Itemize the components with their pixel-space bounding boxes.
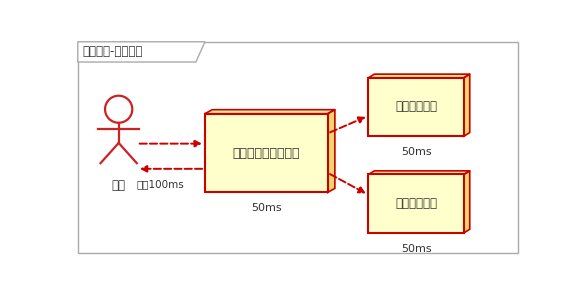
Polygon shape <box>464 171 470 233</box>
Bar <box>369 174 464 233</box>
Polygon shape <box>464 74 470 136</box>
Bar <box>205 114 328 192</box>
Polygon shape <box>369 74 470 78</box>
Polygon shape <box>369 171 470 174</box>
Text: 50ms: 50ms <box>401 147 431 157</box>
Polygon shape <box>328 110 335 192</box>
Text: 发送注册短信: 发送注册短信 <box>395 197 437 210</box>
Bar <box>369 78 464 136</box>
Text: 注册信息写入数据库: 注册信息写入数据库 <box>233 147 300 160</box>
Text: 消息队列-异步消息: 消息队列-异步消息 <box>82 45 143 58</box>
Text: 50ms: 50ms <box>251 203 282 213</box>
Text: 发送注册邮件: 发送注册邮件 <box>395 100 437 114</box>
Text: 用户: 用户 <box>112 179 125 192</box>
Polygon shape <box>78 42 205 62</box>
Text: 响应100ms: 响应100ms <box>137 180 185 190</box>
Text: 50ms: 50ms <box>401 244 431 254</box>
Polygon shape <box>205 110 335 114</box>
